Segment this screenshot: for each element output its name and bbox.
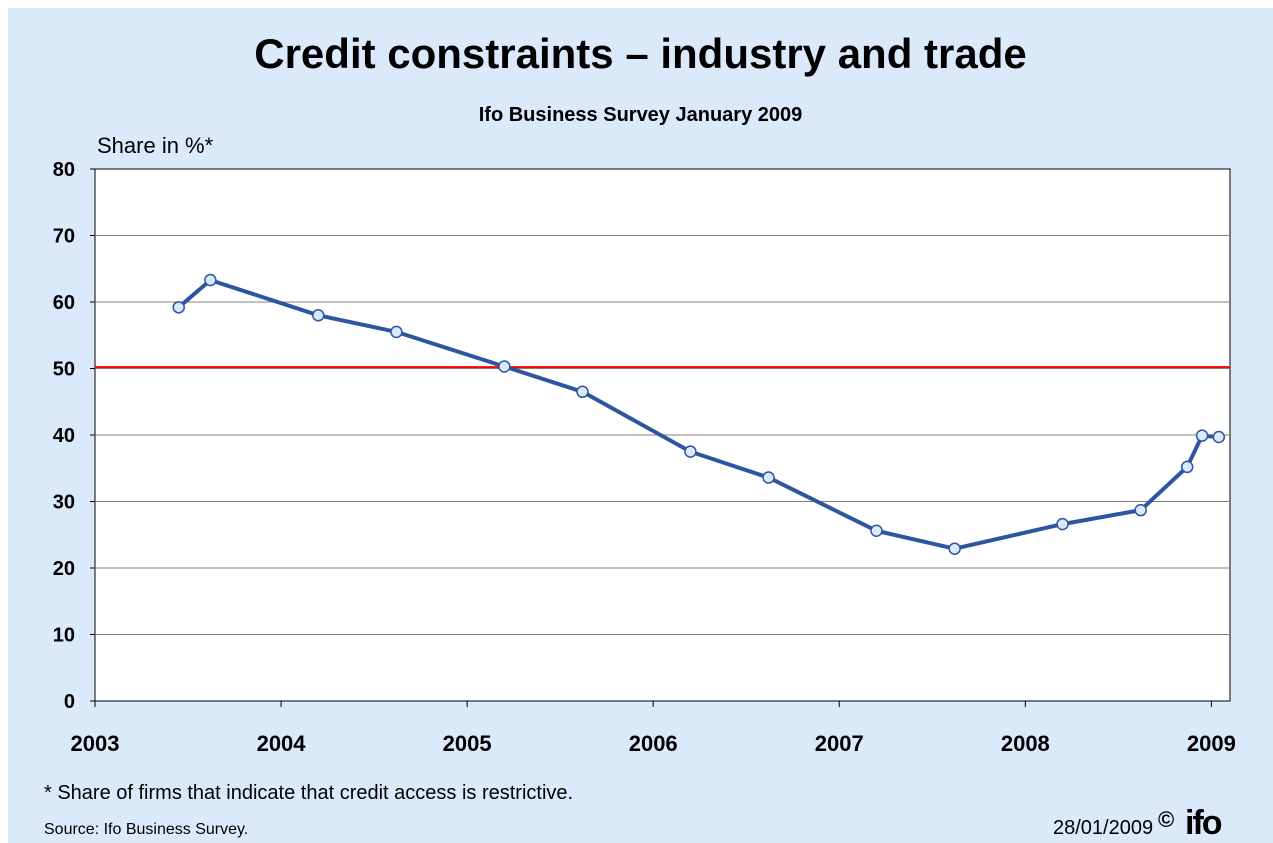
data-point xyxy=(1134,503,1147,517)
data-point xyxy=(204,273,217,287)
ifo-logo: ifo xyxy=(1185,804,1223,842)
data-point xyxy=(684,445,697,458)
y-tick-label: 10 xyxy=(53,625,75,647)
data-point xyxy=(1180,460,1194,474)
x-tick-label: 2004 xyxy=(257,731,307,756)
y-tick-label: 0 xyxy=(64,691,75,713)
y-tick-label: 20 xyxy=(53,558,75,580)
data-point xyxy=(576,385,589,399)
y-axis-label: Share in %* xyxy=(97,133,214,158)
y-tick-label: 80 xyxy=(53,159,75,181)
data-point xyxy=(312,309,325,322)
data-point xyxy=(390,325,403,339)
copyright-icon: © xyxy=(1158,807,1175,832)
y-tick-label: 50 xyxy=(53,359,75,381)
chart-subtitle: Ifo Business Survey January 2009 xyxy=(478,104,803,126)
y-tick-label: 30 xyxy=(53,492,75,514)
y-tick-label: 60 xyxy=(53,292,75,314)
source-note: Source: Ifo Business Survey. xyxy=(44,821,249,838)
x-tick-label: 2003 xyxy=(71,731,120,756)
chart-title: Credit constraints – industry and trade xyxy=(254,30,1027,77)
data-point xyxy=(870,524,883,538)
data-point xyxy=(1195,429,1209,442)
data-point xyxy=(948,542,961,555)
x-tick-label: 2009 xyxy=(1187,731,1236,756)
x-tick-label: 2005 xyxy=(443,731,492,756)
data-point xyxy=(498,360,511,373)
x-tick-label: 2008 xyxy=(1001,731,1050,756)
date-label: 28/01/2009 xyxy=(1053,817,1154,839)
x-tick-label: 2006 xyxy=(629,731,678,756)
footnote: * Share of firms that indicate that cred… xyxy=(44,782,574,804)
data-point xyxy=(1056,517,1069,531)
data-point xyxy=(762,471,775,484)
data-point xyxy=(1212,430,1226,444)
x-tick-label: 2007 xyxy=(815,731,864,756)
data-point xyxy=(172,301,185,314)
y-tick-label: 70 xyxy=(53,226,75,248)
y-tick-label: 40 xyxy=(53,425,75,447)
